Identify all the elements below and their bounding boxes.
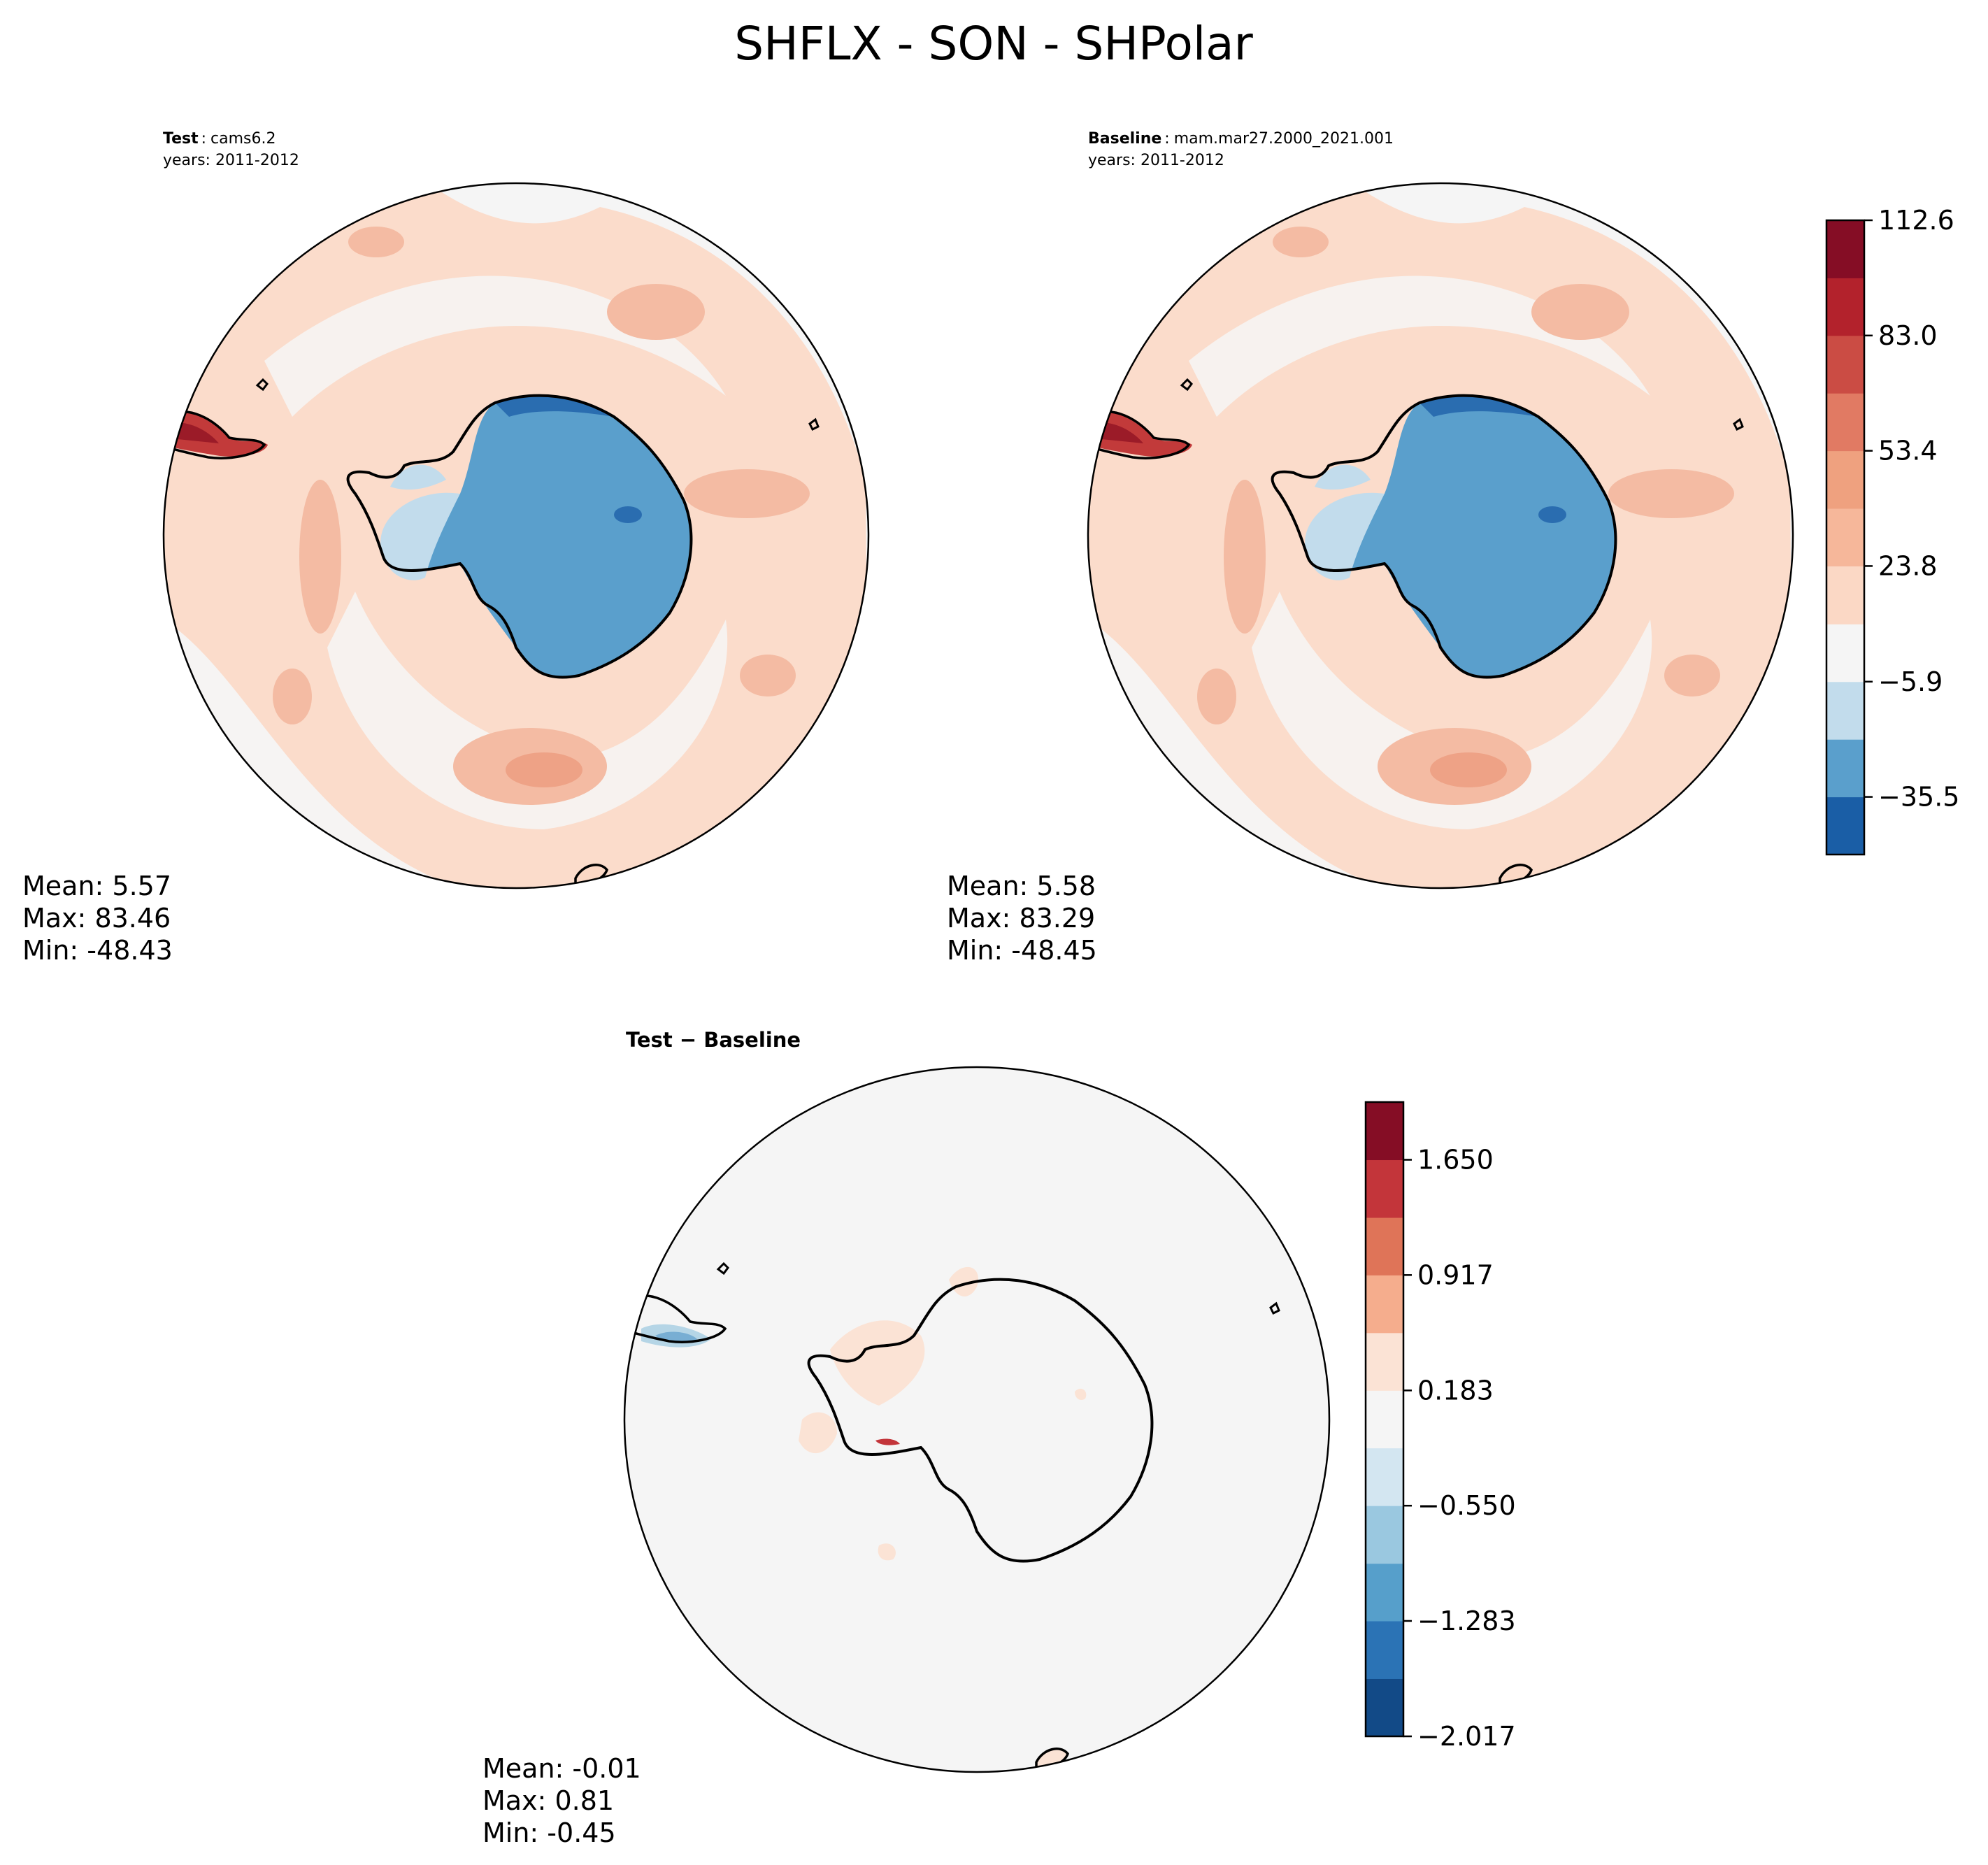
colorbar-main-segment [1826, 624, 1864, 683]
colorbar-main-segment [1826, 508, 1864, 566]
panel-test-mean: Mean: 5.57 [22, 871, 171, 901]
colorbar-diff-segment [1366, 1159, 1403, 1218]
colorbar-main-segment [1826, 739, 1864, 798]
colorbar-diff-tick-label: −2.017 [1417, 1721, 1516, 1752]
map-diff-boundary [623, 1066, 1331, 1773]
panel-test-min: Min: -48.43 [22, 935, 173, 966]
panel-baseline-label-name: mam.mar27.2000_2021.001 [1174, 130, 1394, 148]
colorbar-diff-tick-label: −0.550 [1417, 1490, 1516, 1521]
colorbar-diff-segment [1366, 1102, 1403, 1161]
panel-test-years: years: 2011-2012 [163, 152, 299, 169]
map-test-boundary [162, 182, 870, 889]
colorbar-main-frame [1825, 219, 1866, 856]
colorbar-main-segment [1826, 681, 1864, 740]
colorbar-main-segment [1826, 450, 1864, 509]
panel-baseline-min: Min: -48.45 [947, 935, 1097, 966]
panel-baseline-mean: Mean: 5.58 [947, 871, 1096, 901]
colorbar-diff-tick-label: 1.650 [1417, 1145, 1494, 1176]
colorbar-diff-tick-label: −1.283 [1417, 1606, 1516, 1636]
panel-baseline-label: Baseline: mam.mar27.2000_2021.001 [1088, 130, 1394, 148]
colorbar-main-tick-label: 23.8 [1878, 550, 1938, 581]
colorbar-diff-segment [1366, 1620, 1403, 1679]
colorbar-main-tick-label: 53.4 [1878, 436, 1938, 466]
panel-diff: Test − Baseline Mean: -0.01 Max: 0.8 [482, 1028, 1331, 1848]
panel-test-max: Max: 83.46 [22, 903, 171, 934]
colorbar-diff: 1.650 0.917 0.183 −0.550 −1.283 −2.017 [1364, 1101, 1516, 1752]
panel-test: Test: cams6.2 years: 2011-2012 Mean: 5.57… [22, 130, 870, 966]
panel-test-label: Test: cams6.2 [163, 130, 276, 148]
colorbar-main-tick-label: −35.5 [1878, 782, 1959, 813]
colorbar-diff-frame [1364, 1101, 1405, 1738]
colorbar-main-segment [1826, 335, 1864, 394]
map-baseline [1088, 183, 1793, 888]
colorbar-main-segment [1826, 566, 1864, 624]
panel-test-label-name: cams6.2 [210, 130, 276, 148]
panel-baseline-max: Max: 83.29 [947, 903, 1095, 934]
colorbar-main-tick-label: 112.6 [1878, 205, 1954, 236]
map-test [164, 183, 868, 888]
colorbar-diff-tick-label: 0.183 [1417, 1375, 1494, 1406]
colorbar-main-segment [1826, 278, 1864, 336]
panel-diff-min: Min: -0.45 [482, 1817, 616, 1848]
map-diff [624, 1067, 1329, 1772]
colorbar-main-segment [1826, 393, 1864, 452]
colorbar-main-segment [1826, 220, 1864, 278]
panel-test-label-bold: Test [163, 130, 199, 148]
colorbar-diff-segment [1366, 1448, 1403, 1506]
panel-baseline-years: years: 2011-2012 [1088, 152, 1224, 169]
panel-baseline-label-bold: Baseline [1088, 130, 1161, 148]
panel-diff-mean: Mean: -0.01 [482, 1753, 641, 1784]
colorbar-diff-segment [1366, 1275, 1403, 1334]
colorbar-diff-segment [1366, 1217, 1403, 1276]
colorbar-main-tick-label: −5.9 [1878, 666, 1943, 697]
panel-diff-max: Max: 0.81 [482, 1785, 614, 1816]
colorbar-main: 112.6 83.0 53.4 23.8 −5.9 −35.5 [1825, 205, 1959, 856]
colorbar-diff-segment [1366, 1506, 1403, 1564]
figure-title: SHFLX - SON - SHPolar [734, 17, 1253, 71]
colorbar-diff-tick-label: 0.917 [1417, 1259, 1494, 1290]
colorbar-diff-segment [1366, 1332, 1403, 1391]
map-baseline-boundary [1087, 182, 1794, 889]
panel-baseline: Baseline: mam.mar27.2000_2021.001 years: … [947, 130, 1794, 966]
colorbar-diff-segment [1366, 1563, 1403, 1622]
colorbar-diff-segment [1366, 1390, 1403, 1449]
colorbar-main-segment [1826, 796, 1864, 855]
colorbar-main-tick-label: 83.0 [1878, 320, 1938, 351]
colorbar-diff-segment [1366, 1678, 1403, 1737]
panel-diff-label: Test − Baseline [626, 1028, 801, 1052]
